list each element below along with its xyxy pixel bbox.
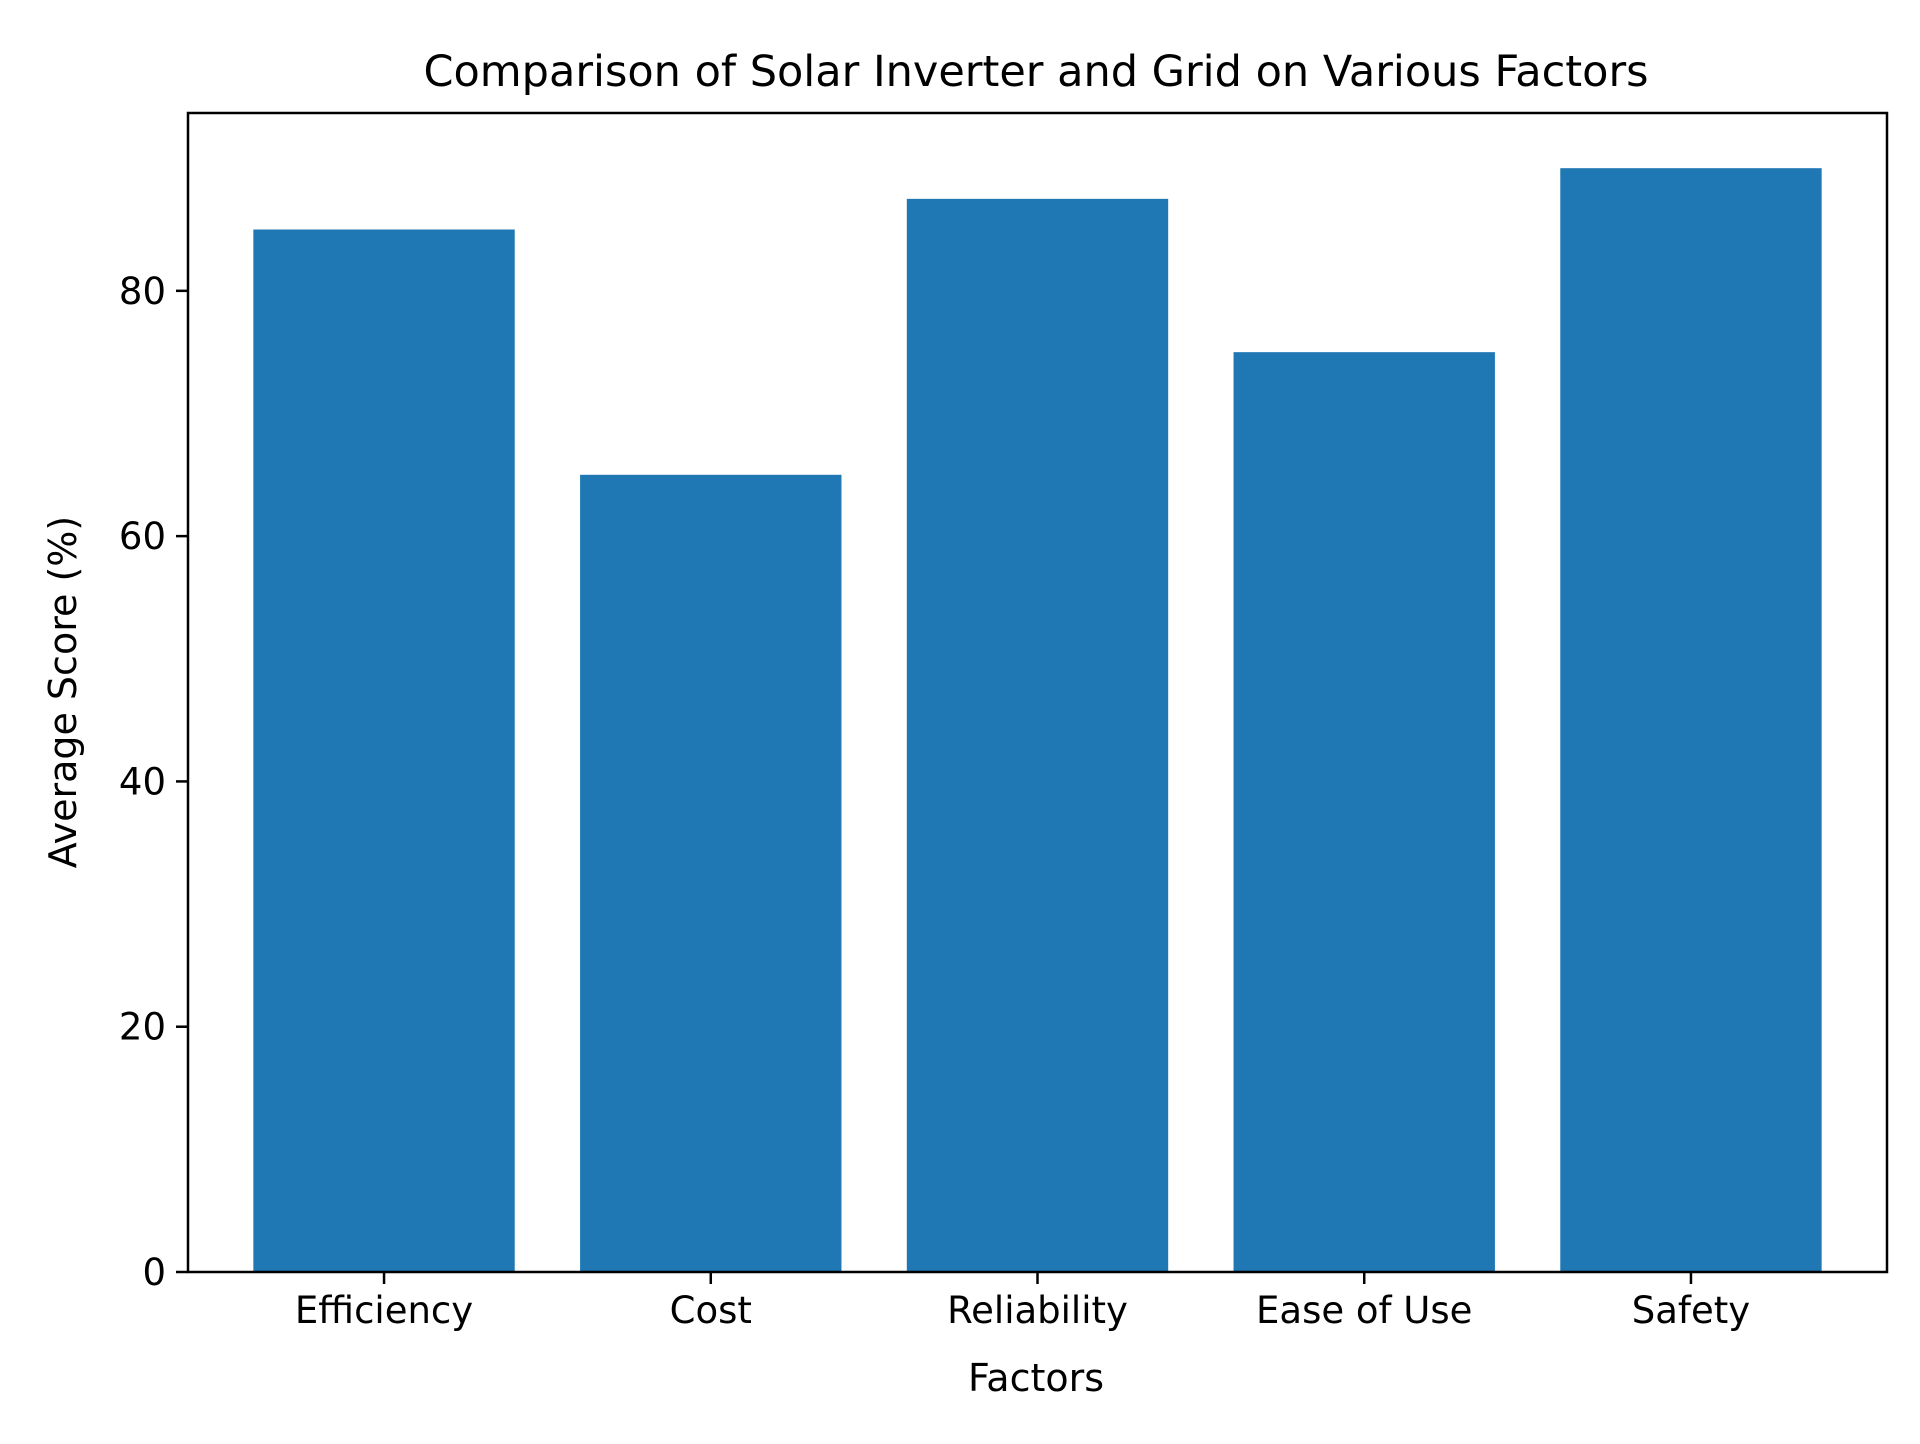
- x-tick-label-ease-of-use: Ease of Use: [1256, 1289, 1472, 1332]
- x-axis-ticks: Efficiency Cost Reliability Ease of Use Safe…: [295, 1272, 1750, 1332]
- y-tick-label-40: 40: [119, 760, 166, 803]
- y-tick-label-60: 60: [119, 515, 166, 558]
- y-axis-label: Average Score (%): [41, 516, 85, 868]
- y-tick-label-20: 20: [119, 1006, 166, 1049]
- x-tick-label-reliability: Reliability: [947, 1289, 1128, 1332]
- y-tick-label-80: 80: [119, 270, 166, 313]
- x-tick-label-safety: Safety: [1632, 1289, 1750, 1332]
- bar-ease-of-use: [1233, 352, 1495, 1272]
- bar-safety: [1560, 168, 1822, 1273]
- x-tick-label-efficiency: Efficiency: [295, 1289, 473, 1332]
- x-axis-label: Factors: [968, 1356, 1104, 1400]
- bars-group: [253, 168, 1822, 1273]
- bar-reliability: [906, 198, 1169, 1273]
- chart-title: Comparison of Solar Inverter and Grid on…: [423, 47, 1648, 97]
- y-tick-label-0: 0: [142, 1251, 166, 1294]
- bar-efficiency: [253, 229, 515, 1272]
- bar-cost: [580, 474, 842, 1272]
- y-axis-ticks: 0 20 40 60 80: [119, 270, 188, 1294]
- x-tick-label-cost: Cost: [670, 1289, 752, 1332]
